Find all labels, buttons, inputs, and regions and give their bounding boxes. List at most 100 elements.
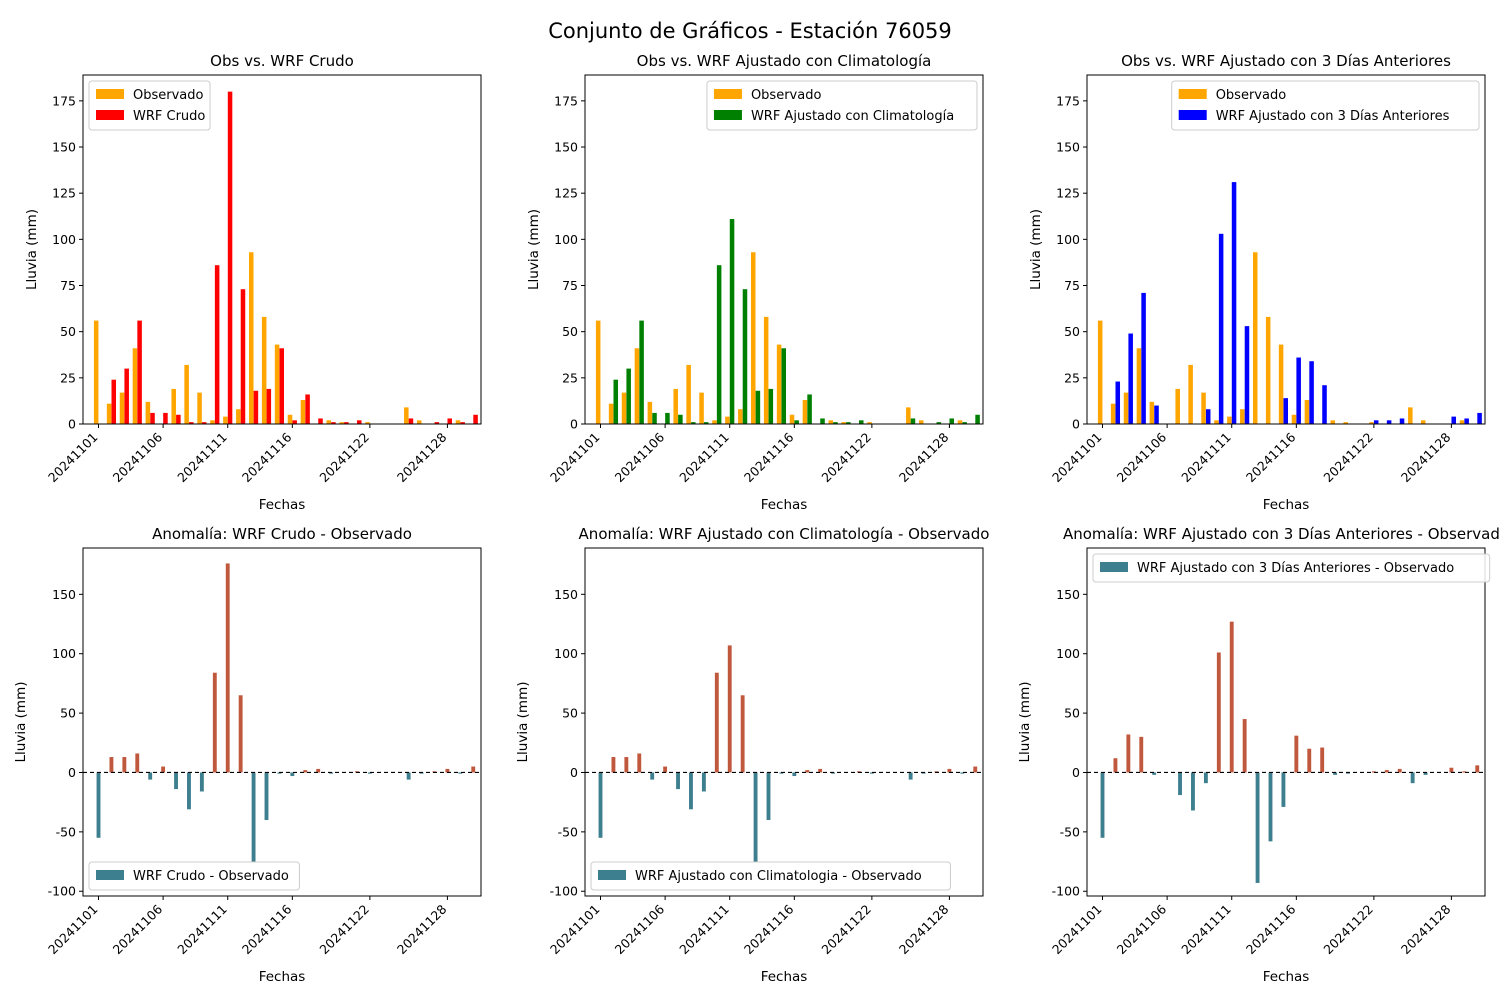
bar-1-20241125 [1410, 772, 1415, 784]
y-tick-label: -100 [48, 884, 76, 899]
bar-2-20241119 [833, 422, 838, 424]
y-tick-label: 100 [52, 646, 76, 661]
y-tick-label: 0 [1072, 417, 1080, 432]
bar-1-20241112 [236, 409, 241, 424]
bar-1-20241110 [1216, 652, 1221, 773]
bar-1-20241117 [300, 399, 306, 424]
legend-swatch [598, 870, 626, 880]
bar-1-20241113 [1255, 772, 1260, 883]
bar-1-20241128 [1449, 767, 1454, 773]
bar-2-20241111 [1231, 182, 1237, 424]
bar-1-20241105 [148, 772, 153, 780]
bar-1-20241122 [1369, 422, 1374, 424]
chart-title: Anomalía: WRF Ajustado con 3 Días Anteri… [1063, 525, 1500, 543]
bar-2-20241130 [975, 414, 980, 424]
bar-1-20241117 [802, 399, 808, 424]
bar-1-20241120 [339, 422, 344, 424]
bar-1-20241104 [1136, 348, 1142, 424]
bar-1-20241126 [419, 772, 424, 774]
bar-2-20241113 [253, 390, 259, 424]
bar-2-20241114 [768, 388, 774, 424]
x-tick-label: 20241122 [316, 902, 372, 958]
bar-1-20241102 [608, 403, 614, 424]
legend-swatch [1178, 110, 1207, 120]
bar-2-20241106 [163, 412, 168, 424]
x-tick-label: 20241122 [818, 430, 874, 486]
bars-group [1100, 621, 1480, 883]
bar-1-20241114 [1265, 316, 1271, 424]
bar-1-20241116 [792, 772, 797, 777]
x-tick-label: 20241101 [547, 902, 603, 958]
bar-1-20241102 [1110, 403, 1116, 424]
legend-frame [1171, 80, 1480, 131]
bar-1-20241101 [93, 320, 99, 424]
bar-1-20241115 [1278, 344, 1284, 424]
y-tick-label: 75 [562, 278, 578, 293]
x-tick-label: 20241101 [1049, 430, 1105, 486]
bar-1-20241103 [1123, 392, 1129, 424]
bar-1-20241108 [187, 772, 191, 810]
x-tick-label: 20241106 [612, 901, 668, 957]
legend-label: Observado [133, 88, 204, 103]
bar-2-20241106 [665, 412, 670, 424]
bar-2-20241113 [755, 390, 761, 424]
axes-frame [82, 74, 482, 425]
bars-group [93, 91, 478, 424]
bar-1-20241111 [727, 645, 732, 773]
x-axis-label: Fechas [761, 969, 808, 985]
bar-1-20241113 [1252, 252, 1258, 424]
bar-2-20241116 [292, 420, 297, 424]
bar-1-20241115 [1281, 772, 1286, 807]
bar-1-20241117 [805, 770, 810, 773]
y-tick-label: 100 [1056, 646, 1080, 661]
bar-1-20241129 [458, 772, 463, 774]
bar-1-20241125 [1408, 407, 1413, 424]
bar-1-20241108 [689, 772, 693, 810]
x-tick-label: 20241116 [239, 429, 295, 485]
bar-1-20241118 [316, 768, 321, 773]
x-tick-label: 20241116 [741, 901, 797, 957]
bar-1-20241128 [445, 768, 450, 773]
bar-1-20241118 [1320, 747, 1325, 773]
bar-1-20241107 [171, 388, 176, 424]
chart-title: Obs vs. WRF Ajustado con 3 Días Anterior… [1121, 52, 1451, 70]
bar-1-20241103 [624, 757, 629, 773]
bar-1-20241121 [355, 771, 359, 773]
bar-2-20241120 [344, 422, 349, 424]
legend-swatch [1178, 89, 1207, 99]
bar-1-20241104 [637, 753, 642, 773]
y-axis-label: Lluvia (mm) [1028, 209, 1044, 290]
bar-1-20241104 [135, 753, 140, 773]
axes-frame [584, 547, 984, 897]
bar-2-20241117 [807, 394, 812, 424]
x-tick-label: 20241128 [394, 429, 450, 485]
bar-2-20241104 [137, 320, 142, 424]
bar-1-20241104 [132, 348, 138, 424]
bar-2-20241129 [460, 422, 465, 424]
bar-2-20241110 [214, 265, 220, 424]
x-tick-label: 20241101 [45, 902, 101, 958]
bar-1-20241130 [973, 766, 978, 773]
x-tick-label: 20241111 [1178, 430, 1234, 486]
bar-1-20241129 [1462, 771, 1467, 773]
legend-label: WRF Ajustado con Climatología [751, 109, 954, 124]
bar-1-20241107 [673, 388, 678, 424]
bar-1-20241105 [145, 401, 151, 424]
bar-2-20241111 [227, 91, 233, 424]
legend-frame [590, 861, 951, 891]
bar-1-20241108 [686, 364, 691, 424]
bar-1-20241109 [1201, 392, 1206, 424]
bar-1-20241130 [1475, 765, 1480, 773]
bar-2-20241129 [1464, 418, 1469, 424]
bar-2-20241124 [1399, 418, 1405, 424]
bar-1-20241128 [947, 768, 952, 773]
bar-1-20241119 [329, 772, 334, 774]
y-tick-label: 100 [554, 646, 578, 661]
bar-2-20241127 [434, 422, 440, 424]
x-tick-label: 20241116 [239, 901, 295, 957]
legend-label: WRF Ajustado con 3 Días Anteriores [1216, 109, 1450, 124]
bar-2-20241112 [240, 289, 246, 424]
bar-2-20241121 [859, 420, 864, 424]
bar-1-20241127 [934, 771, 939, 773]
axes-frame [82, 547, 482, 897]
